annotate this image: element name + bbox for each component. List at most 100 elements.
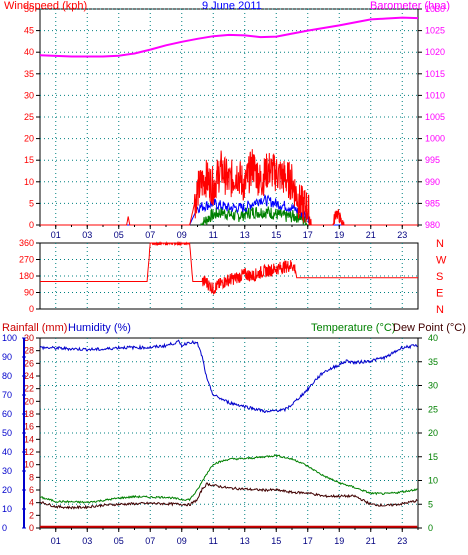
humidity-tick-label: 100 bbox=[2, 333, 17, 343]
x-tick-label: 07 bbox=[145, 230, 155, 240]
x-tick-label: 07 bbox=[145, 536, 155, 546]
humidity-tick-label: 20 bbox=[2, 485, 12, 495]
y-tick-label-left: 10 bbox=[24, 177, 34, 187]
chart-date-title: 9 June 2011 bbox=[202, 0, 262, 12]
y-tick-label-left: 0 bbox=[29, 304, 34, 314]
rain-tick-label: 10 bbox=[24, 460, 34, 470]
humidity-tick-label: 60 bbox=[2, 409, 12, 419]
rain-tick-label: 26 bbox=[24, 358, 34, 368]
x-tick-label: 03 bbox=[82, 536, 92, 546]
rain-tick-label: 30 bbox=[24, 333, 34, 343]
humidity-tick-label: 30 bbox=[2, 466, 12, 476]
rain-tick-label: 14 bbox=[24, 434, 34, 444]
x-tick-label: 11 bbox=[209, 536, 218, 546]
barometer-line bbox=[39, 16, 419, 58]
temp-tick-label: 40 bbox=[428, 333, 438, 343]
y-tick-label-right: 995 bbox=[425, 155, 440, 165]
y-tick-label-left: 35 bbox=[24, 69, 34, 79]
rain-tick-label: 28 bbox=[24, 346, 34, 356]
y-tick-label-left: 15 bbox=[24, 155, 34, 165]
dewpoint-axis-title: Dew Point (°C) bbox=[393, 322, 466, 334]
x-tick-label: 01 bbox=[51, 536, 61, 546]
y-tick-label-left: 5 bbox=[29, 198, 34, 208]
x-tick-label: 23 bbox=[397, 536, 407, 546]
rain-tick-label: 6 bbox=[29, 485, 34, 495]
x-tick-label: 17 bbox=[303, 230, 313, 240]
rain-tick-label: 18 bbox=[24, 409, 34, 419]
rain-tick-label: 4 bbox=[29, 498, 34, 508]
x-tick-label: 01 bbox=[51, 230, 61, 240]
y-tick-label-left: 25 bbox=[24, 112, 34, 122]
humidity-tick-label: 70 bbox=[2, 390, 12, 400]
humidity-tick-label: 10 bbox=[2, 504, 12, 514]
compass-label: N bbox=[436, 304, 444, 316]
temp-tick-label: 20 bbox=[428, 428, 438, 438]
rain-tick-label: 2 bbox=[29, 510, 34, 520]
rain-tick-label: 8 bbox=[29, 472, 34, 482]
temp-axes: 0102030405060708090100024681012141618202… bbox=[2, 333, 438, 546]
temp-tick-label: 35 bbox=[428, 357, 438, 367]
temp-tick-label: 5 bbox=[428, 499, 433, 509]
compass-label: E bbox=[436, 288, 443, 300]
direction-grid bbox=[40, 243, 418, 309]
y-tick-label-left: 30 bbox=[24, 90, 34, 100]
compass-label: S bbox=[436, 271, 443, 283]
x-tick-label: 09 bbox=[177, 230, 187, 240]
x-tick-label: 19 bbox=[334, 536, 344, 546]
rain-tick-label: 20 bbox=[24, 396, 34, 406]
x-tick-label: 03 bbox=[82, 230, 92, 240]
rain-tick-label: 0 bbox=[29, 523, 34, 533]
y-tick-label-left: 50 bbox=[24, 4, 34, 14]
temp-series bbox=[39, 339, 418, 528]
humidity-tick-label: 50 bbox=[2, 428, 12, 438]
y-tick-label-right: 1000 bbox=[425, 134, 445, 144]
dewpoint-line bbox=[39, 481, 418, 510]
humidity-tick-label: 80 bbox=[2, 371, 12, 381]
x-tick-label: 05 bbox=[114, 230, 124, 240]
rain-tick-label: 24 bbox=[24, 371, 34, 381]
y-tick-label-right: 1030 bbox=[425, 4, 445, 14]
humidity-tick-label: 0 bbox=[2, 523, 7, 533]
x-tick-label: 15 bbox=[271, 230, 281, 240]
x-tick-label: 11 bbox=[209, 230, 218, 240]
y-tick-label-left: 270 bbox=[19, 255, 34, 265]
rain-tick-label: 12 bbox=[24, 447, 34, 457]
rainfall-axis-title: Rainfall (mm) bbox=[2, 322, 67, 334]
y-tick-label-right: 1020 bbox=[425, 47, 445, 57]
y-tick-label-right: 980 bbox=[425, 220, 440, 230]
x-tick-label: 21 bbox=[366, 536, 376, 546]
direction-series bbox=[40, 241, 418, 296]
humidity-tick-label: 90 bbox=[2, 352, 12, 362]
x-tick-label: 13 bbox=[240, 230, 250, 240]
x-tick-label: 13 bbox=[240, 536, 250, 546]
temp-tick-label: 15 bbox=[428, 452, 438, 462]
temp-tick-label: 10 bbox=[428, 476, 438, 486]
x-tick-label: 05 bbox=[114, 536, 124, 546]
y-tick-label-left: 20 bbox=[24, 134, 34, 144]
humidity-temperature-panel: 0102030405060708090100024681012141618202… bbox=[2, 333, 438, 546]
x-tick-label: 09 bbox=[177, 536, 187, 546]
y-tick-label-right: 1005 bbox=[425, 112, 445, 122]
rain-tick-label: 22 bbox=[24, 384, 34, 394]
y-tick-label-left: 360 bbox=[19, 238, 34, 248]
compass-label: N bbox=[436, 238, 444, 250]
y-tick-label-right: 990 bbox=[425, 177, 440, 187]
y-tick-label-right: 1010 bbox=[425, 90, 445, 100]
wind-direction-line bbox=[40, 241, 418, 296]
x-tick-label: 23 bbox=[397, 230, 407, 240]
y-tick-label-left: 45 bbox=[24, 26, 34, 36]
compass-label: W bbox=[436, 255, 447, 267]
barometer-axis-title: Barometer (hpa) bbox=[370, 0, 450, 12]
windspeed-axis-title: Windspeed (kph) bbox=[4, 0, 87, 12]
wind-speed-line bbox=[200, 206, 308, 226]
humidity-axis-title: Humidity (%) bbox=[68, 322, 131, 334]
temperature-line bbox=[39, 454, 418, 504]
x-tick-label: 21 bbox=[366, 230, 376, 240]
y-tick-label-left: 180 bbox=[19, 271, 34, 281]
y-tick-label-left: 90 bbox=[24, 288, 34, 298]
x-tick-label: 19 bbox=[334, 230, 344, 240]
y-tick-label-right: 985 bbox=[425, 198, 440, 208]
